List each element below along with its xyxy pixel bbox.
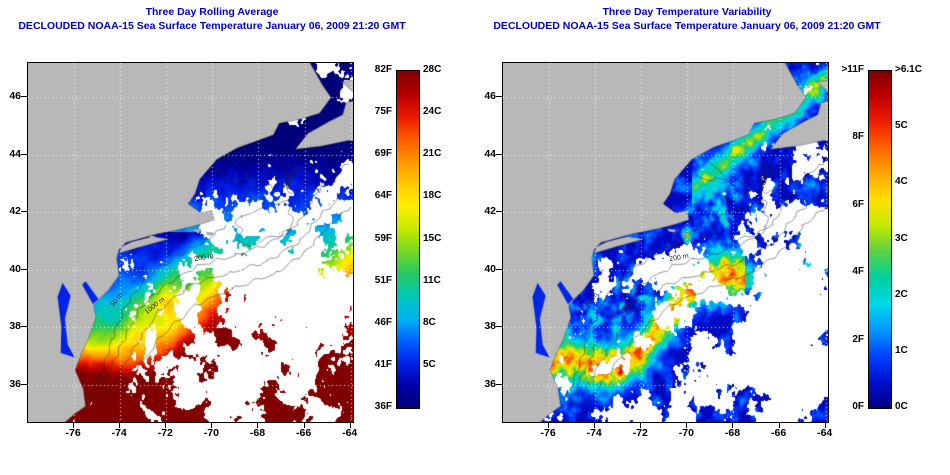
colorbar-average: [396, 70, 420, 409]
colorbar-fahrenheit-label: 0F: [852, 401, 864, 412]
colorbar-celsius-label: 1C: [895, 344, 908, 356]
panel-subtitle: DECLOUDED NOAA-15 Sea Surface Temperatur…: [493, 20, 881, 32]
colorbar-fahrenheit-label: 82F: [374, 64, 392, 75]
map-plot-variability: 50 m 200 m 1000 m 2000 m: [502, 62, 829, 423]
colorbar-variability: [868, 70, 892, 409]
colorbar-fahrenheit-label: 51F: [374, 274, 392, 286]
panel-subtitle: DECLOUDED NOAA-15 Sea Surface Temperatur…: [18, 20, 406, 32]
panel-variability: Three Day Temperature Variability DECLOU…: [475, 0, 950, 475]
panel-title: Three Day Temperature Variability: [602, 6, 772, 18]
colorbar-celsius-label: 18C: [423, 190, 442, 202]
colorbar-celsius-label: 5C: [895, 120, 908, 132]
colorbar-celsius-label: 15C: [423, 232, 442, 244]
variability-raster-canvas: [503, 63, 828, 422]
colorbar-fahrenheit-label: 6F: [852, 198, 864, 210]
colorbar-fahrenheit-label: 41F: [374, 358, 392, 370]
colorbar-celsius-label: >6.1C: [895, 64, 922, 75]
colorbar-celsius-label: 24C: [423, 106, 442, 118]
colorbar-fahrenheit-label: 59F: [374, 232, 392, 244]
colorbar-fahrenheit-label: 75F: [374, 106, 392, 118]
colorbar-celsius-label: 8C: [423, 316, 436, 328]
colorbar-fahrenheit-label: 2F: [852, 333, 864, 345]
colorbar-celsius-label: 21C: [423, 148, 442, 160]
colorbar-fahrenheit-label: 4F: [852, 266, 864, 278]
colorbar-celsius-label: 3C: [895, 232, 908, 244]
colorbar-celsius-label: 2C: [895, 288, 908, 300]
colorbar-fahrenheit-label: 64F: [374, 190, 392, 202]
colorbar-labels: >11F 8F 6F 4F 2F 0F >6.1C 5C 4C 3C 2C 1C 0C: [475, 0, 950, 475]
colorbar-fahrenheit-label: >11F: [841, 64, 864, 75]
colorbar-labels: 82F 75F 69F 64F 59F 51F 46F 41F 36F 28C 24C 21C 18C 1…: [374, 64, 442, 412]
colorbar-fahrenheit-label: 69F: [374, 148, 392, 160]
colorbar-celsius-label: 0C: [895, 401, 908, 412]
colorbar-fahrenheit-label: 8F: [852, 131, 864, 143]
colorbar-celsius-label: 28C: [423, 64, 442, 75]
colorbar-celsius-label: 11C: [423, 274, 441, 286]
colorbar-celsius-label: 4C: [895, 176, 908, 188]
colorbar-fahrenheit-label: 46F: [374, 316, 392, 328]
colorbar-fahrenheit-label: 36F: [374, 401, 392, 412]
panel-rolling-average: Three Day Rolling Average DECLOUDED NOAA…: [9, 6, 442, 439]
sst-average-raster-canvas: [28, 63, 353, 422]
panel-title: Three Day Rolling Average: [145, 6, 279, 18]
colorbar-celsius-label: 5C: [423, 358, 436, 370]
map-plot-average: 50 m 200 m 1000 m 2000 m: [27, 62, 354, 423]
